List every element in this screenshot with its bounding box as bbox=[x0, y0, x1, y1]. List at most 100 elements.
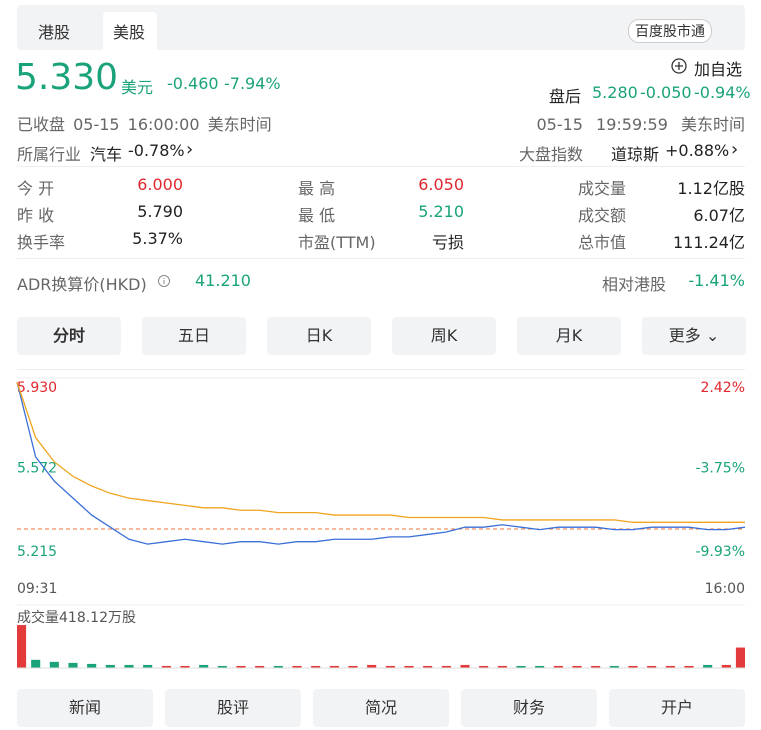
volume-bar bbox=[647, 665, 657, 668]
industry-change[interactable]: -0.78% bbox=[128, 141, 185, 160]
divider bbox=[17, 369, 745, 370]
volume-bar bbox=[385, 665, 395, 668]
dropdown-icon[interactable]: ⌄ bbox=[700, 326, 720, 345]
period-tab[interactable]: 日K bbox=[267, 317, 371, 355]
y-tick-label: 5.930 bbox=[17, 380, 57, 396]
currency: 美元 bbox=[121, 78, 154, 97]
adr-value: 41.210 bbox=[195, 271, 251, 290]
volume-bar bbox=[292, 665, 302, 668]
plus-icon[interactable] bbox=[670, 57, 688, 75]
change: -0.460 bbox=[167, 74, 219, 93]
volume-bar bbox=[703, 664, 713, 668]
stat-value: 6.07亿 bbox=[693, 206, 745, 225]
y-tick-label: 5.215 bbox=[17, 544, 57, 560]
volume-bar bbox=[553, 665, 563, 668]
divider bbox=[17, 166, 745, 167]
change-pct: -7.94% bbox=[224, 74, 281, 93]
y2-tick-label: 2.42% bbox=[701, 380, 745, 396]
stat-value: 6.050 bbox=[418, 175, 464, 194]
period-tab[interactable]: 五日 bbox=[142, 317, 246, 355]
stat-label: 最 高 bbox=[298, 179, 336, 198]
volume-bar bbox=[311, 665, 321, 668]
info-icon[interactable] bbox=[157, 274, 171, 288]
index-change[interactable]: +0.88% bbox=[665, 141, 730, 160]
volume-bar bbox=[735, 647, 745, 668]
stat-label: 昨 收 bbox=[17, 206, 55, 225]
stat-label: 换手率 bbox=[17, 233, 66, 252]
y-tick-label: 5.572 bbox=[17, 461, 57, 477]
stat-value: 5.790 bbox=[137, 202, 183, 221]
volume-bar bbox=[124, 664, 134, 668]
footer-button[interactable]: 简况 bbox=[313, 689, 449, 727]
volume-bar bbox=[497, 665, 507, 668]
stat-label: 市盈(TTM) bbox=[298, 233, 376, 252]
volume-bar bbox=[535, 665, 545, 668]
industry-name[interactable]: 汽车 bbox=[90, 145, 123, 164]
stat-value: 5.37% bbox=[132, 229, 183, 248]
volume-bar bbox=[17, 625, 27, 668]
volume-bar bbox=[236, 665, 246, 668]
after-hours-pct: -0.94% bbox=[694, 83, 751, 102]
stat-label: 总市值 bbox=[578, 233, 627, 252]
footer-button[interactable]: 开户 bbox=[609, 689, 745, 727]
volume-bar bbox=[665, 665, 675, 668]
volume-bar bbox=[572, 665, 582, 668]
period-tab[interactable]: 分时 bbox=[17, 317, 121, 355]
price-line bbox=[16, 381, 746, 545]
stat-value: 1.12亿股 bbox=[677, 179, 745, 198]
tab-active[interactable] bbox=[103, 12, 157, 50]
adr-label: ADR换算价(HKD) bbox=[17, 275, 147, 294]
volume-bar bbox=[441, 665, 451, 668]
rel-label: 相对港股 bbox=[602, 275, 667, 294]
volume-label: 成交量418.12万股 bbox=[17, 609, 136, 626]
period-tab[interactable]: 更多 ⌄ bbox=[642, 317, 746, 355]
stat-label: 成交量 bbox=[578, 179, 627, 198]
stat-value: 5.210 bbox=[418, 202, 464, 221]
status: 已收盘 05-15 16:00:00 美东时间 bbox=[17, 115, 272, 134]
x-start-label: 09:31 bbox=[17, 581, 57, 597]
chevron[interactable]: › bbox=[731, 139, 739, 160]
x-end-label: 16:00 bbox=[705, 581, 745, 597]
volume-bar bbox=[31, 659, 41, 668]
divider bbox=[17, 258, 745, 259]
volume-bar bbox=[68, 662, 78, 668]
price: 5.330 bbox=[15, 57, 119, 98]
volume-bar bbox=[329, 665, 339, 668]
intraday-chart: 5.930 5.572 5.215 2.42% -3.75% -9.93% 09:31 16:… bbox=[16, 377, 746, 669]
volume-bar bbox=[180, 665, 190, 668]
footer-button[interactable]: 股评 bbox=[165, 689, 301, 727]
volume-bar bbox=[105, 664, 115, 668]
chevron[interactable]: › bbox=[186, 139, 194, 160]
stat-label: 今 开 bbox=[17, 179, 55, 198]
watch-button[interactable]: 加自选 bbox=[694, 60, 743, 79]
volume-bar bbox=[255, 665, 265, 668]
footer-button[interactable]: 新闻 bbox=[17, 689, 153, 727]
volume-bar bbox=[516, 665, 526, 668]
volume-bar bbox=[143, 664, 153, 668]
y2-tick-label: -9.93% bbox=[695, 544, 745, 560]
tab[interactable]: 港股 bbox=[38, 23, 71, 42]
footer-button[interactable]: 财务 bbox=[461, 689, 597, 727]
volume-bar bbox=[721, 664, 731, 668]
volume-bar bbox=[87, 663, 97, 668]
volume-bar bbox=[479, 665, 489, 668]
index-name[interactable]: 道琼斯 bbox=[611, 145, 660, 164]
status-time: 05-15 19:59:59 美东时间 bbox=[536, 115, 745, 134]
volume-bar bbox=[161, 665, 171, 668]
after-hours-label: 盘后 bbox=[549, 87, 582, 106]
stat-value: 6.000 bbox=[137, 175, 183, 194]
period-tab[interactable]: 周K bbox=[392, 317, 496, 355]
volume-bar bbox=[591, 665, 601, 668]
volume-bar bbox=[348, 665, 358, 668]
industry-label: 所属行业 bbox=[17, 145, 82, 164]
volume-bar bbox=[217, 665, 227, 668]
average-line bbox=[16, 381, 745, 523]
rel-value: -1.41% bbox=[688, 271, 745, 290]
period-tab[interactable]: 月K bbox=[517, 317, 621, 355]
y2-tick-label: -3.75% bbox=[695, 460, 745, 476]
service-button[interactable]: 百度股市通 bbox=[628, 19, 712, 43]
stat-value: 亏损 bbox=[431, 233, 464, 252]
volume-bar bbox=[367, 664, 377, 668]
tab[interactable]: 美股 bbox=[113, 23, 146, 42]
